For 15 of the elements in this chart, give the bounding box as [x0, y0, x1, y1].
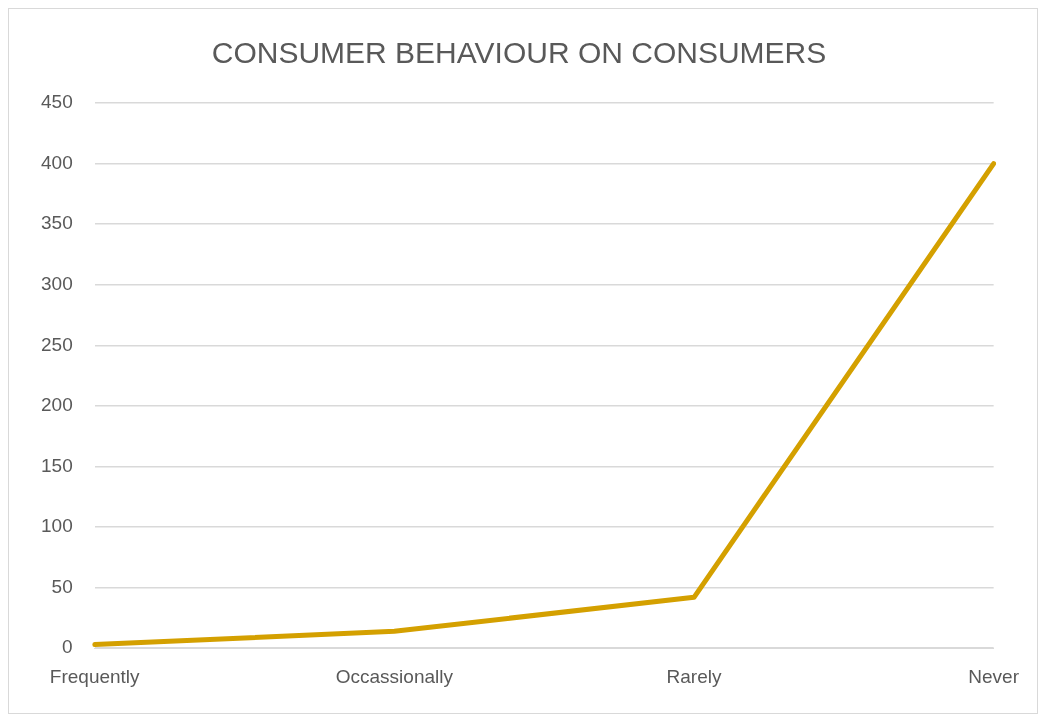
y-tick-label: 450: [41, 91, 73, 113]
y-tick-label: 250: [41, 333, 73, 355]
y-tick-label: 350: [41, 212, 73, 234]
x-tick-label: Occassionally: [335, 665, 454, 687]
y-tick-label: 50: [51, 575, 73, 597]
x-tick-label: Never: [968, 665, 1020, 687]
y-tick-label: 0: [62, 636, 73, 658]
x-tick-label: Frequently: [49, 665, 141, 687]
y-tick-label: 400: [41, 151, 73, 173]
y-tick-label: 100: [41, 515, 73, 537]
y-tick-label: 200: [41, 394, 73, 416]
y-tick-label: 300: [41, 272, 73, 294]
y-tick-label: 150: [41, 454, 73, 476]
chart-title: CONSUMER BEHAVIOUR ON CONSUMERS: [211, 36, 827, 70]
x-tick-label: Rarely: [666, 665, 722, 687]
